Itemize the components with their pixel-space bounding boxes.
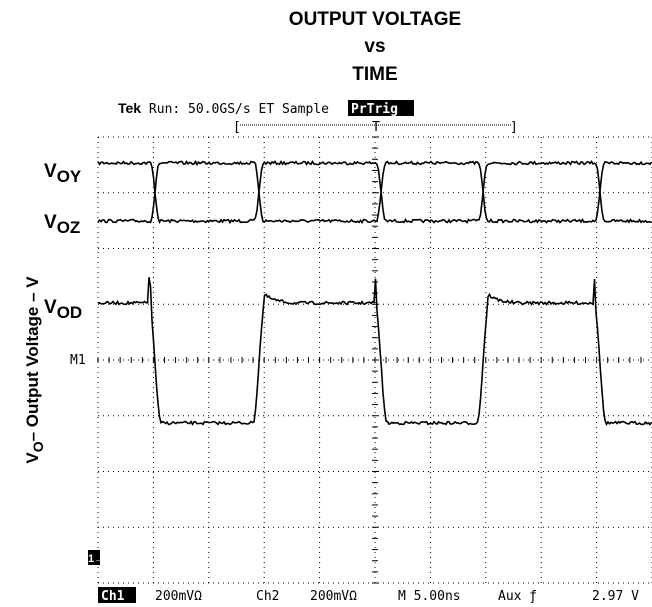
graticule bbox=[98, 137, 652, 583]
waveforms bbox=[98, 162, 652, 425]
title-line: OUTPUT VOLTAGE bbox=[289, 9, 461, 30]
sub: OY bbox=[57, 167, 82, 186]
sub: OZ bbox=[57, 218, 81, 237]
title-line: vs bbox=[364, 36, 385, 57]
status: Run: 50.0GS/s ET Sample bbox=[149, 102, 329, 117]
scope-status: Tek Run: 50.0GS/s ET Sample bbox=[118, 100, 329, 117]
y-axis-label: VO– Output Voltage – V bbox=[23, 276, 46, 464]
trace-label: VOZ bbox=[44, 212, 80, 237]
footer-item: 2.97 V bbox=[592, 589, 639, 604]
rest: – Output Voltage – V bbox=[23, 276, 42, 442]
sub: O bbox=[30, 441, 46, 452]
footer-item: Ch1 bbox=[101, 589, 125, 604]
sub: OD bbox=[57, 303, 83, 322]
trigger-state: PrTrig bbox=[351, 102, 398, 117]
bracket: [ bbox=[233, 120, 241, 135]
trace-label: VOY bbox=[44, 161, 82, 186]
bracket: ] bbox=[510, 120, 518, 135]
v: V bbox=[44, 161, 57, 182]
figure: OUTPUT VOLTAGE vs TIME Tek Run: 50.0GS/s… bbox=[0, 0, 652, 607]
footer-item: Aux ƒ bbox=[498, 589, 537, 604]
footer-item: M 5.00ns bbox=[398, 589, 461, 604]
v: V bbox=[44, 297, 57, 318]
v: V bbox=[44, 212, 57, 233]
marker: M1 bbox=[70, 353, 86, 368]
footer-item: 200mVΩ bbox=[310, 589, 357, 604]
footer-item: 200mVΩ bbox=[155, 589, 202, 604]
title-line: TIME bbox=[352, 64, 397, 85]
v: V bbox=[23, 452, 42, 464]
footer-item: Ch2 bbox=[256, 589, 279, 604]
trace-label: VOD bbox=[44, 297, 82, 322]
trigger-position: T bbox=[372, 120, 380, 135]
brand: Tek bbox=[118, 100, 141, 116]
channel-marker: 1→ bbox=[88, 553, 105, 565]
